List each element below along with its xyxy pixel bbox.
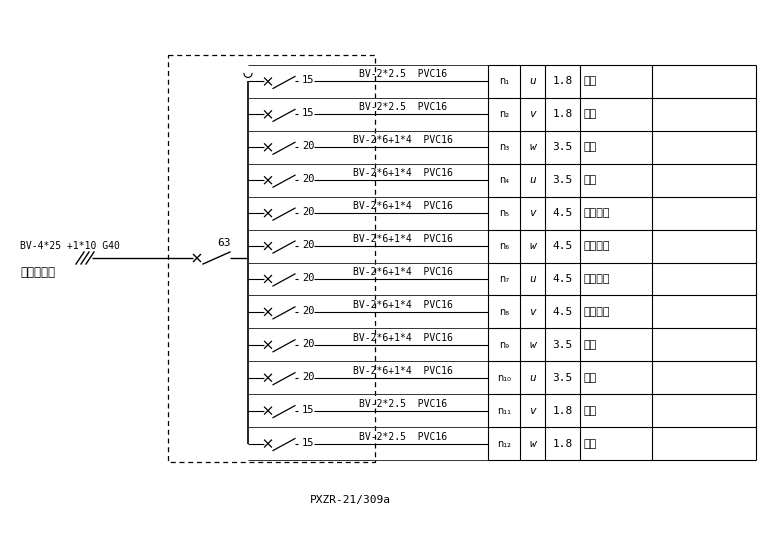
Text: 路灯: 路灯 [584, 76, 597, 87]
Text: w: w [529, 241, 536, 251]
Text: 1.8: 1.8 [553, 109, 572, 120]
Text: v: v [529, 208, 536, 218]
Text: BV-2*6+1*4  PVC16: BV-2*6+1*4 PVC16 [353, 135, 453, 146]
Text: 空调插座: 空调插座 [584, 274, 610, 284]
Text: n₁₂: n₁₂ [497, 439, 511, 448]
Text: BV-2*6+1*4  PVC16: BV-2*6+1*4 PVC16 [353, 366, 453, 375]
Text: 20: 20 [302, 339, 315, 349]
Text: 空调插座: 空调插座 [584, 208, 610, 218]
Text: 20: 20 [302, 273, 315, 283]
Text: BV-2*6+1*4  PVC16: BV-2*6+1*4 PVC16 [353, 267, 453, 277]
Text: n₂: n₂ [499, 109, 509, 120]
Text: 3.5: 3.5 [553, 175, 572, 185]
Text: 插座: 插座 [584, 175, 597, 185]
Text: 20: 20 [302, 207, 315, 217]
Text: 15: 15 [302, 405, 315, 414]
Text: w: w [529, 340, 536, 350]
Text: n₄: n₄ [499, 175, 509, 185]
Text: 4.5: 4.5 [553, 274, 572, 284]
Text: 63: 63 [218, 238, 231, 248]
Text: 20: 20 [302, 141, 315, 151]
Text: 照明: 照明 [584, 439, 597, 448]
Text: 15: 15 [302, 75, 315, 85]
Text: 1.8: 1.8 [553, 76, 572, 87]
Text: BV-2*6+1*4  PVC16: BV-2*6+1*4 PVC16 [353, 201, 453, 211]
Text: n₁: n₁ [499, 76, 509, 87]
Text: 3.5: 3.5 [553, 340, 572, 350]
Text: 3.5: 3.5 [553, 142, 572, 153]
Text: n₇: n₇ [499, 274, 509, 284]
Text: 3.5: 3.5 [553, 373, 572, 382]
Text: w: w [529, 142, 536, 153]
Text: u: u [529, 274, 536, 284]
Text: BV-2*6+1*4  PVC16: BV-2*6+1*4 PVC16 [353, 234, 453, 244]
Text: n₁₁: n₁₁ [497, 406, 511, 415]
Text: 空调插座: 空调插座 [584, 241, 610, 251]
Text: v: v [529, 406, 536, 415]
Text: v: v [529, 307, 536, 317]
Text: u: u [529, 373, 536, 382]
Text: PXZR-21/309a: PXZR-21/309a [309, 495, 391, 505]
Text: BV-2*6+1*4  PVC16: BV-2*6+1*4 PVC16 [353, 168, 453, 178]
Text: n₉: n₉ [499, 340, 509, 350]
Text: 接市政电源: 接市政电源 [20, 266, 55, 279]
Text: 4.5: 4.5 [553, 241, 572, 251]
Text: BV-2*6+1*4  PVC16: BV-2*6+1*4 PVC16 [353, 333, 453, 343]
Text: BV-4*25 +1*10 G40: BV-4*25 +1*10 G40 [20, 241, 120, 251]
Text: 插座: 插座 [584, 340, 597, 350]
Text: BV-2*6+1*4  PVC16: BV-2*6+1*4 PVC16 [353, 300, 453, 310]
Text: w: w [529, 439, 536, 448]
Text: n₅: n₅ [499, 208, 509, 218]
Text: 4.5: 4.5 [553, 208, 572, 218]
Text: 20: 20 [302, 372, 315, 382]
Text: 15: 15 [302, 108, 315, 118]
Text: 路灯: 路灯 [584, 406, 597, 415]
Text: n₁₀: n₁₀ [497, 373, 511, 382]
Text: 照明: 照明 [584, 109, 597, 120]
Text: n₆: n₆ [499, 241, 509, 251]
Text: 20: 20 [302, 240, 315, 250]
Text: 插座: 插座 [584, 373, 597, 382]
Text: 空调插座: 空调插座 [584, 307, 610, 317]
Text: BV-2*2.5  PVC16: BV-2*2.5 PVC16 [359, 69, 447, 80]
Text: 20: 20 [302, 174, 315, 184]
Text: 1.8: 1.8 [553, 439, 572, 448]
Text: u: u [529, 76, 536, 87]
Text: 1.8: 1.8 [553, 406, 572, 415]
Text: 插座: 插座 [584, 142, 597, 153]
Text: n₃: n₃ [499, 142, 509, 153]
Text: 4.5: 4.5 [553, 307, 572, 317]
Text: u: u [529, 175, 536, 185]
Text: BV-2*2.5  PVC16: BV-2*2.5 PVC16 [359, 399, 447, 408]
Text: BV-2*2.5  PVC16: BV-2*2.5 PVC16 [359, 102, 447, 113]
Text: v: v [529, 109, 536, 120]
Text: BV-2*2.5  PVC16: BV-2*2.5 PVC16 [359, 432, 447, 441]
Text: n₈: n₈ [499, 307, 509, 317]
Text: 20: 20 [302, 306, 315, 316]
Text: 15: 15 [302, 438, 315, 447]
